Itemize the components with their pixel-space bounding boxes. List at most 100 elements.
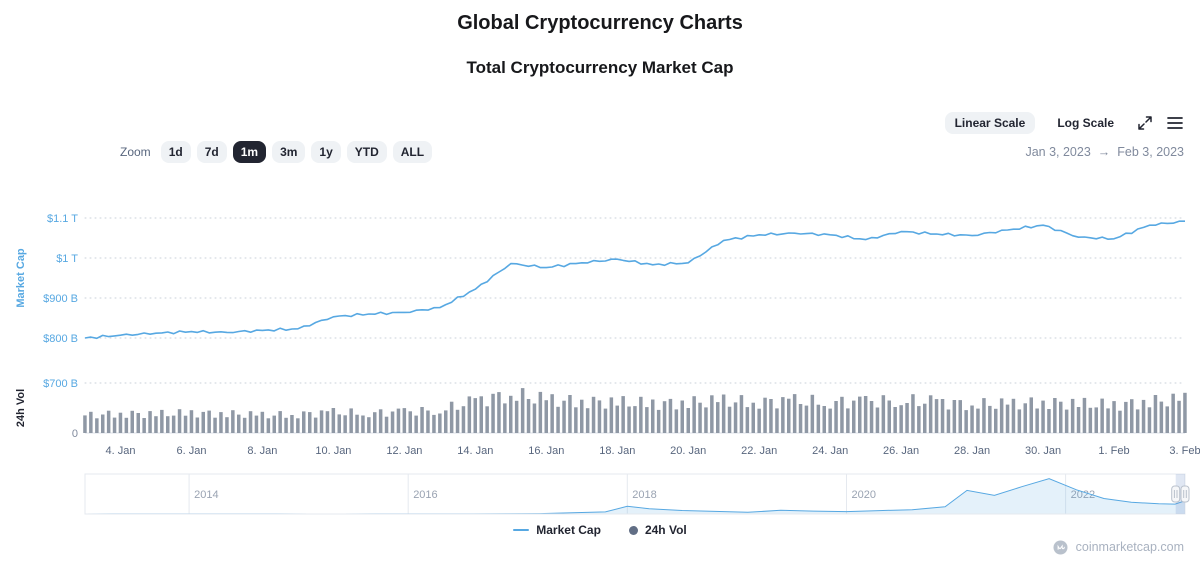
volume-bar[interactable] xyxy=(438,413,442,434)
volume-bar[interactable] xyxy=(302,411,306,433)
volume-bar[interactable] xyxy=(296,418,300,433)
volume-bar[interactable] xyxy=(899,405,903,433)
volume-bar[interactable] xyxy=(763,397,767,433)
volume-bar[interactable] xyxy=(964,410,968,433)
volume-bar[interactable] xyxy=(970,405,974,434)
volume-bar[interactable] xyxy=(982,398,986,433)
volume-bar[interactable] xyxy=(580,399,584,433)
volume-bar[interactable] xyxy=(367,417,371,433)
volume-bar[interactable] xyxy=(237,414,241,433)
volume-bar[interactable] xyxy=(266,418,271,433)
volume-bar[interactable] xyxy=(633,406,637,433)
volume-bar[interactable] xyxy=(89,411,93,433)
volume-bar[interactable] xyxy=(798,404,803,433)
volume-bar[interactable] xyxy=(189,410,194,433)
volume-bar[interactable] xyxy=(106,410,111,433)
log-scale-button[interactable]: Log Scale xyxy=(1047,112,1124,134)
volume-bar[interactable] xyxy=(491,393,495,433)
zoom-ytd-button[interactable]: YTD xyxy=(346,141,387,163)
volume-bar[interactable] xyxy=(751,402,756,433)
volume-bar[interactable] xyxy=(639,396,643,433)
volume-bar[interactable] xyxy=(875,407,880,434)
volume-bar[interactable] xyxy=(775,408,779,433)
volume-bar[interactable] xyxy=(934,399,939,433)
volume-bar[interactable] xyxy=(426,410,430,434)
volume-bar[interactable] xyxy=(745,407,750,433)
volume-bar[interactable] xyxy=(154,416,158,433)
zoom-1d-button[interactable]: 1d xyxy=(160,141,191,163)
volume-bar[interactable] xyxy=(609,397,614,433)
volume-bar[interactable] xyxy=(124,417,129,433)
volume-bar[interactable] xyxy=(384,416,389,433)
main-chart[interactable]: $1.1 T $1 T $900 B $800 B $700 B 0 4. Jan 6. Ja… xyxy=(0,193,1200,465)
volume-bar[interactable] xyxy=(166,416,170,433)
hamburger-menu-icon[interactable] xyxy=(1166,114,1184,132)
zoom-3m-button[interactable]: 3m xyxy=(272,141,306,163)
volume-bar[interactable] xyxy=(479,396,484,433)
volume-bar[interactable] xyxy=(242,417,247,433)
volume-bar[interactable] xyxy=(1041,400,1045,433)
volume-bar[interactable] xyxy=(485,406,489,433)
volume-bar[interactable] xyxy=(544,400,549,433)
volume-bar[interactable] xyxy=(562,400,566,433)
volume-bar[interactable] xyxy=(1076,407,1081,433)
volume-bar[interactable] xyxy=(733,402,738,433)
volume-bar[interactable] xyxy=(520,388,525,433)
volume-bar[interactable] xyxy=(1106,408,1110,433)
navigator[interactable]: 2014 2016 2018 2020 2022 xyxy=(0,472,1200,518)
volume-bar[interactable] xyxy=(1159,401,1164,433)
volume-bar[interactable] xyxy=(787,398,791,433)
volume-bar[interactable] xyxy=(893,407,897,433)
volume-bar[interactable] xyxy=(662,401,667,433)
zoom-1m-button[interactable]: 1m xyxy=(232,141,267,163)
volume-bar[interactable] xyxy=(171,415,176,433)
volume-bar[interactable] xyxy=(668,398,673,433)
volume-bar[interactable] xyxy=(272,415,277,433)
zoom-all-button[interactable]: ALL xyxy=(392,141,433,163)
volume-bar[interactable] xyxy=(1094,407,1099,433)
volume-bar[interactable] xyxy=(591,396,596,433)
volume-bar[interactable] xyxy=(207,410,211,433)
volume-bar[interactable] xyxy=(467,396,472,433)
volume-bar[interactable] xyxy=(869,401,874,433)
volume-bar[interactable] xyxy=(716,402,720,433)
volume-bar[interactable] xyxy=(887,400,892,434)
volume-bar[interactable] xyxy=(260,411,265,433)
volume-bar[interactable] xyxy=(804,405,809,433)
volume-bar[interactable] xyxy=(538,391,543,433)
volume-bar[interactable] xyxy=(83,415,87,433)
volume-bar[interactable] xyxy=(1053,398,1057,433)
volume-bar[interactable] xyxy=(112,417,117,433)
navigator-handle[interactable] xyxy=(1180,485,1190,503)
volume-bar[interactable] xyxy=(852,400,856,433)
volume-bar[interactable] xyxy=(769,399,773,433)
volume-bar[interactable] xyxy=(976,408,980,433)
volume-bar[interactable] xyxy=(148,411,152,433)
volume-bar[interactable] xyxy=(568,395,572,433)
volume-bar[interactable] xyxy=(680,400,685,434)
volume-bar[interactable] xyxy=(225,417,229,433)
volume-bar[interactable] xyxy=(1005,404,1010,433)
volume-bar[interactable] xyxy=(503,403,507,433)
volume-bar[interactable] xyxy=(408,411,413,433)
volume-bar[interactable] xyxy=(95,418,99,433)
volume-bar[interactable] xyxy=(1011,398,1016,433)
volume-bar[interactable] xyxy=(532,403,537,434)
volume-bar[interactable] xyxy=(940,399,945,433)
volume-bar[interactable] xyxy=(603,408,608,433)
volume-bar[interactable] xyxy=(704,407,708,433)
volume-bar[interactable] xyxy=(219,412,223,433)
volume-bar[interactable] xyxy=(858,396,862,433)
volume-bar[interactable] xyxy=(923,403,927,433)
volume-bar[interactable] xyxy=(692,396,696,433)
volume-bar[interactable] xyxy=(1124,401,1128,433)
volume-bar[interactable] xyxy=(1064,409,1069,433)
volume-bar[interactable] xyxy=(816,404,821,433)
volume-bar[interactable] xyxy=(550,394,554,433)
navigator-selection[interactable] xyxy=(1175,474,1185,514)
volume-bar[interactable] xyxy=(1165,406,1170,433)
volume-bar[interactable] xyxy=(514,400,519,433)
volume-bar[interactable] xyxy=(390,411,395,434)
volume-bar[interactable] xyxy=(308,412,312,433)
volume-bar[interactable] xyxy=(248,411,253,433)
